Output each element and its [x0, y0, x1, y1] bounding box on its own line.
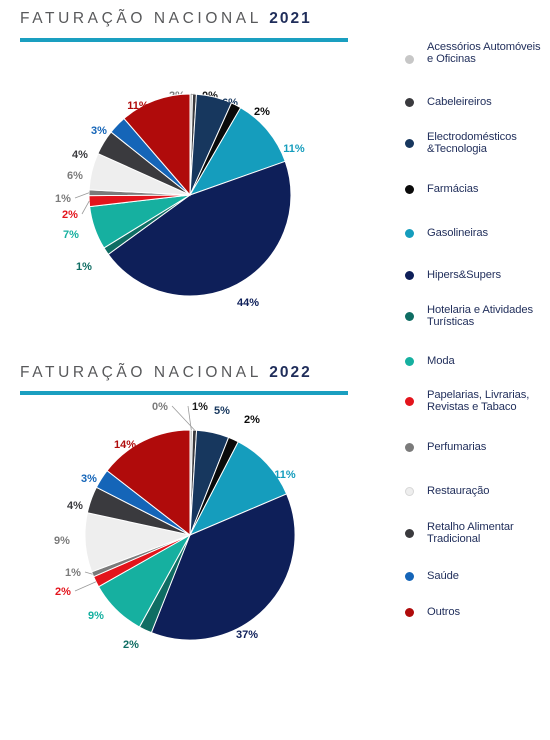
data-label-papelarias-livrarias-revistas-e-tabaco: 2% [55, 586, 71, 598]
pie-chart-2021: 0%2%6%2%11%44%1%7%2%1%6%4%3%11% [55, 90, 305, 309]
title-underline [20, 38, 348, 42]
pie-chart-2022: 1% 0% 5% 2% 11% 37% 2% 9% 2% 1% 9% 4% 3% 14% [54, 401, 296, 651]
data-label-retalho-alimentar-tradicional: 4% [72, 149, 88, 161]
data-label-hipers-supers: 37% [236, 629, 258, 641]
slice-hipers-supers [150, 493, 296, 641]
leader-line-cabeleireiros [171, 405, 195, 431]
legend-label: Outros [427, 606, 460, 618]
legend-label: Retalho Alimentar Tradicional [427, 521, 514, 545]
legend-swatch [405, 139, 414, 148]
data-label-outros: 11% [127, 100, 149, 112]
data-label-farmacias: 2% [244, 414, 260, 426]
slice-outros [106, 429, 191, 537]
legend-swatch [405, 529, 414, 538]
legend-swatch [405, 487, 414, 497]
legend-swatch [405, 397, 414, 406]
legend-label: Cabeleireiros [427, 96, 492, 108]
legend-swatch [405, 572, 414, 582]
data-label-moda: 9% [88, 610, 104, 622]
data-label-moda: 7% [63, 229, 79, 241]
legend-swatch [405, 98, 414, 108]
legend-swatch [405, 229, 414, 239]
data-label-cabeleireiros: 0% [152, 401, 168, 413]
leader-line-papelarias-livrarias-revistas-e-tabaco [81, 200, 90, 215]
data-label-gasolineiras: 11% [274, 469, 296, 481]
chart-title-year: 2021 [269, 10, 312, 27]
data-label-restauracao: 6% [67, 170, 83, 182]
data-label-restauracao: 9% [54, 535, 70, 547]
data-label-saude: 3% [81, 473, 97, 485]
legend-label: Saúde [427, 570, 459, 582]
legend-swatch [405, 271, 414, 281]
data-label-gasolineiras: 11% [283, 143, 305, 155]
legend-label: Moda [427, 355, 455, 367]
legend-label: Perfumarias [427, 441, 487, 453]
slice-hipers-supers [107, 160, 292, 297]
legend-label: Farmácias [427, 183, 479, 195]
data-label-retalho-alimentar-tradicional: 4% [67, 500, 83, 512]
legend-label: Acessórios Automóveis e Oficinas [427, 41, 541, 65]
chart-title-year: 2022 [269, 364, 312, 381]
leader-line-perfumarias [74, 192, 90, 199]
data-label-hotelaria-e-atividades-turisticas: 1% [76, 261, 92, 273]
data-label-saude: 3% [91, 125, 107, 137]
data-label-hipers-supers: 44% [237, 297, 259, 309]
legend-swatch [405, 185, 414, 195]
leader-line-papelarias-livrarias-revistas-e-tabaco [74, 581, 97, 592]
slice-outros [123, 93, 191, 197]
legend-label: Hipers&Supers [427, 269, 501, 281]
title-underline [20, 391, 348, 395]
data-label-electrodomesticos-tecnologia: 5% [214, 405, 230, 417]
legend-swatch [405, 312, 414, 321]
chart-title-2021: FATURAÇÃO NACIONAL 2021 [20, 10, 312, 28]
legend-label: Restauração [427, 485, 490, 497]
data-label-outros: 14% [114, 439, 136, 451]
legend: Acessórios Automóveis e Oficinas Cabeleir… [405, 0, 550, 667]
leader-line-perfumarias [84, 571, 93, 575]
legend-label: Gasolineiras [427, 227, 488, 239]
data-label-perfumarias: 1% [55, 193, 71, 205]
slice-gasolineiras [188, 441, 288, 537]
data-label-papelarias-livrarias-revistas-e-tabaco: 2% [62, 209, 78, 221]
legend-swatch [405, 357, 414, 367]
legend-label: Papelarias, Livrarias, Revistas e Tabaco [427, 389, 530, 413]
data-label-farmacias: 2% [254, 106, 270, 118]
chart-title-text: FATURAÇÃO NACIONAL [20, 10, 262, 27]
legend-swatch [405, 608, 414, 618]
data-label-acessorios-automoveis-e-oficinas: 1% [192, 401, 208, 413]
slice-gasolineiras [188, 106, 286, 196]
legend-swatch [405, 54, 414, 64]
data-label-hotelaria-e-atividades-turisticas: 2% [123, 639, 139, 651]
chart-title-2022: FATURAÇÃO NACIONAL 2022 [20, 364, 312, 382]
legend-swatch [405, 443, 414, 453]
data-label-perfumarias: 1% [65, 567, 81, 579]
chart-title-text: FATURAÇÃO NACIONAL [20, 364, 262, 381]
legend-label: Electrodomésticos &Tecnologia [427, 131, 517, 155]
legend-label: Hotelaria e Atividades Turísticas [427, 304, 534, 328]
